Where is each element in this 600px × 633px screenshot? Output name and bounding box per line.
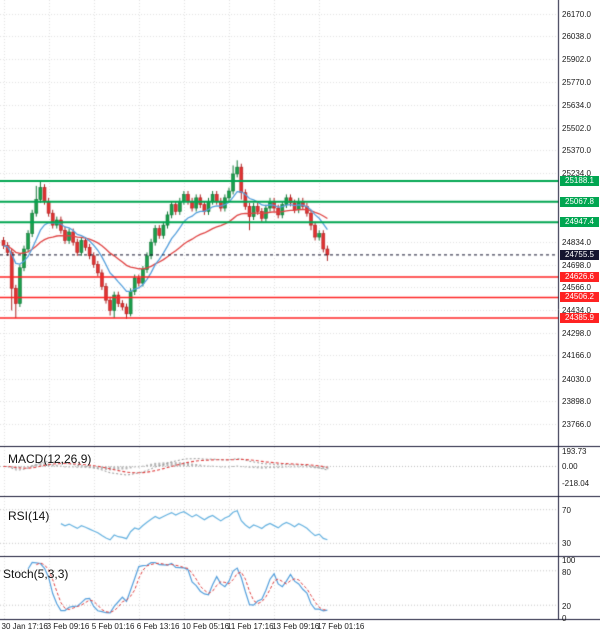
time-tick-label: 13 Feb 09:16 <box>272 622 320 631</box>
price-tick-label: 25634.0 <box>562 101 591 111</box>
indicator-tick-label: 30 <box>562 539 571 549</box>
support-price-badge: 24506.2 <box>560 292 599 303</box>
price-tick-label: 25502.0 <box>562 123 591 133</box>
indicator-tick-label: 70 <box>562 505 571 515</box>
price-tick-label: 24566.0 <box>562 283 591 293</box>
price-tick-label: 25370.0 <box>562 146 591 156</box>
indicator-tick-label: 100 <box>562 556 576 566</box>
indicator-tick-label: 193.73 <box>562 447 587 457</box>
price-tick-label: 24698.0 <box>562 260 591 270</box>
indicator-tick-label: 0 <box>562 613 567 623</box>
time-tick-label: 10 Feb 05:16 <box>181 622 230 631</box>
resistance-price-badge: 25188.1 <box>560 176 599 187</box>
price-tick-label: 26170.0 <box>562 9 591 19</box>
time-tick-label: 17 Feb 01:16 <box>317 622 365 631</box>
indicator-tick-label: -218.04 <box>562 479 590 489</box>
support-price-badge: 24626.6 <box>560 271 599 282</box>
macd-indicator-label: MACD(12,26,9) <box>8 452 92 466</box>
support-price-badge: 24385.9 <box>560 312 599 323</box>
time-tick-label: 30 Jan 17:16 <box>1 622 48 631</box>
price-tick-label: 24434.0 <box>562 305 591 315</box>
price-tick-label: 24834.0 <box>562 237 591 247</box>
time-tick-label: 3 Feb 09:16 <box>46 622 90 631</box>
resistance-price-badge: 24947.4 <box>560 217 599 228</box>
time-tick-label: 5 Feb 01:16 <box>91 622 135 631</box>
time-tick-label: 11 Feb 17:16 <box>227 622 274 631</box>
price-tick-label: 24166.0 <box>562 351 591 361</box>
price-tick-label: 25770.0 <box>562 77 591 87</box>
indicator-tick-label: 20 <box>562 602 571 612</box>
price-tick-label: 23898.0 <box>562 397 591 407</box>
price-tick-label: 23766.0 <box>562 419 591 429</box>
last-price-badge: 24755.5 <box>560 249 599 260</box>
indicator-tick-label: 0.00 <box>562 462 578 472</box>
price-tick-label: 26038.0 <box>562 32 591 42</box>
stoch-indicator-label: Stoch(5,3,3) <box>3 567 69 581</box>
price-tick-label: 24298.0 <box>562 328 591 338</box>
rsi-indicator-label: RSI(14) <box>8 509 50 523</box>
indicator-tick-label: 80 <box>562 567 571 577</box>
price-tick-label: 25234.0 <box>562 169 591 179</box>
price-tick-label: 24030.0 <box>562 374 591 384</box>
time-tick-label: 6 Feb 13:16 <box>136 622 180 631</box>
price-tick-label: 25902.0 <box>562 55 591 65</box>
resistance-price-badge: 25067.8 <box>560 196 599 207</box>
